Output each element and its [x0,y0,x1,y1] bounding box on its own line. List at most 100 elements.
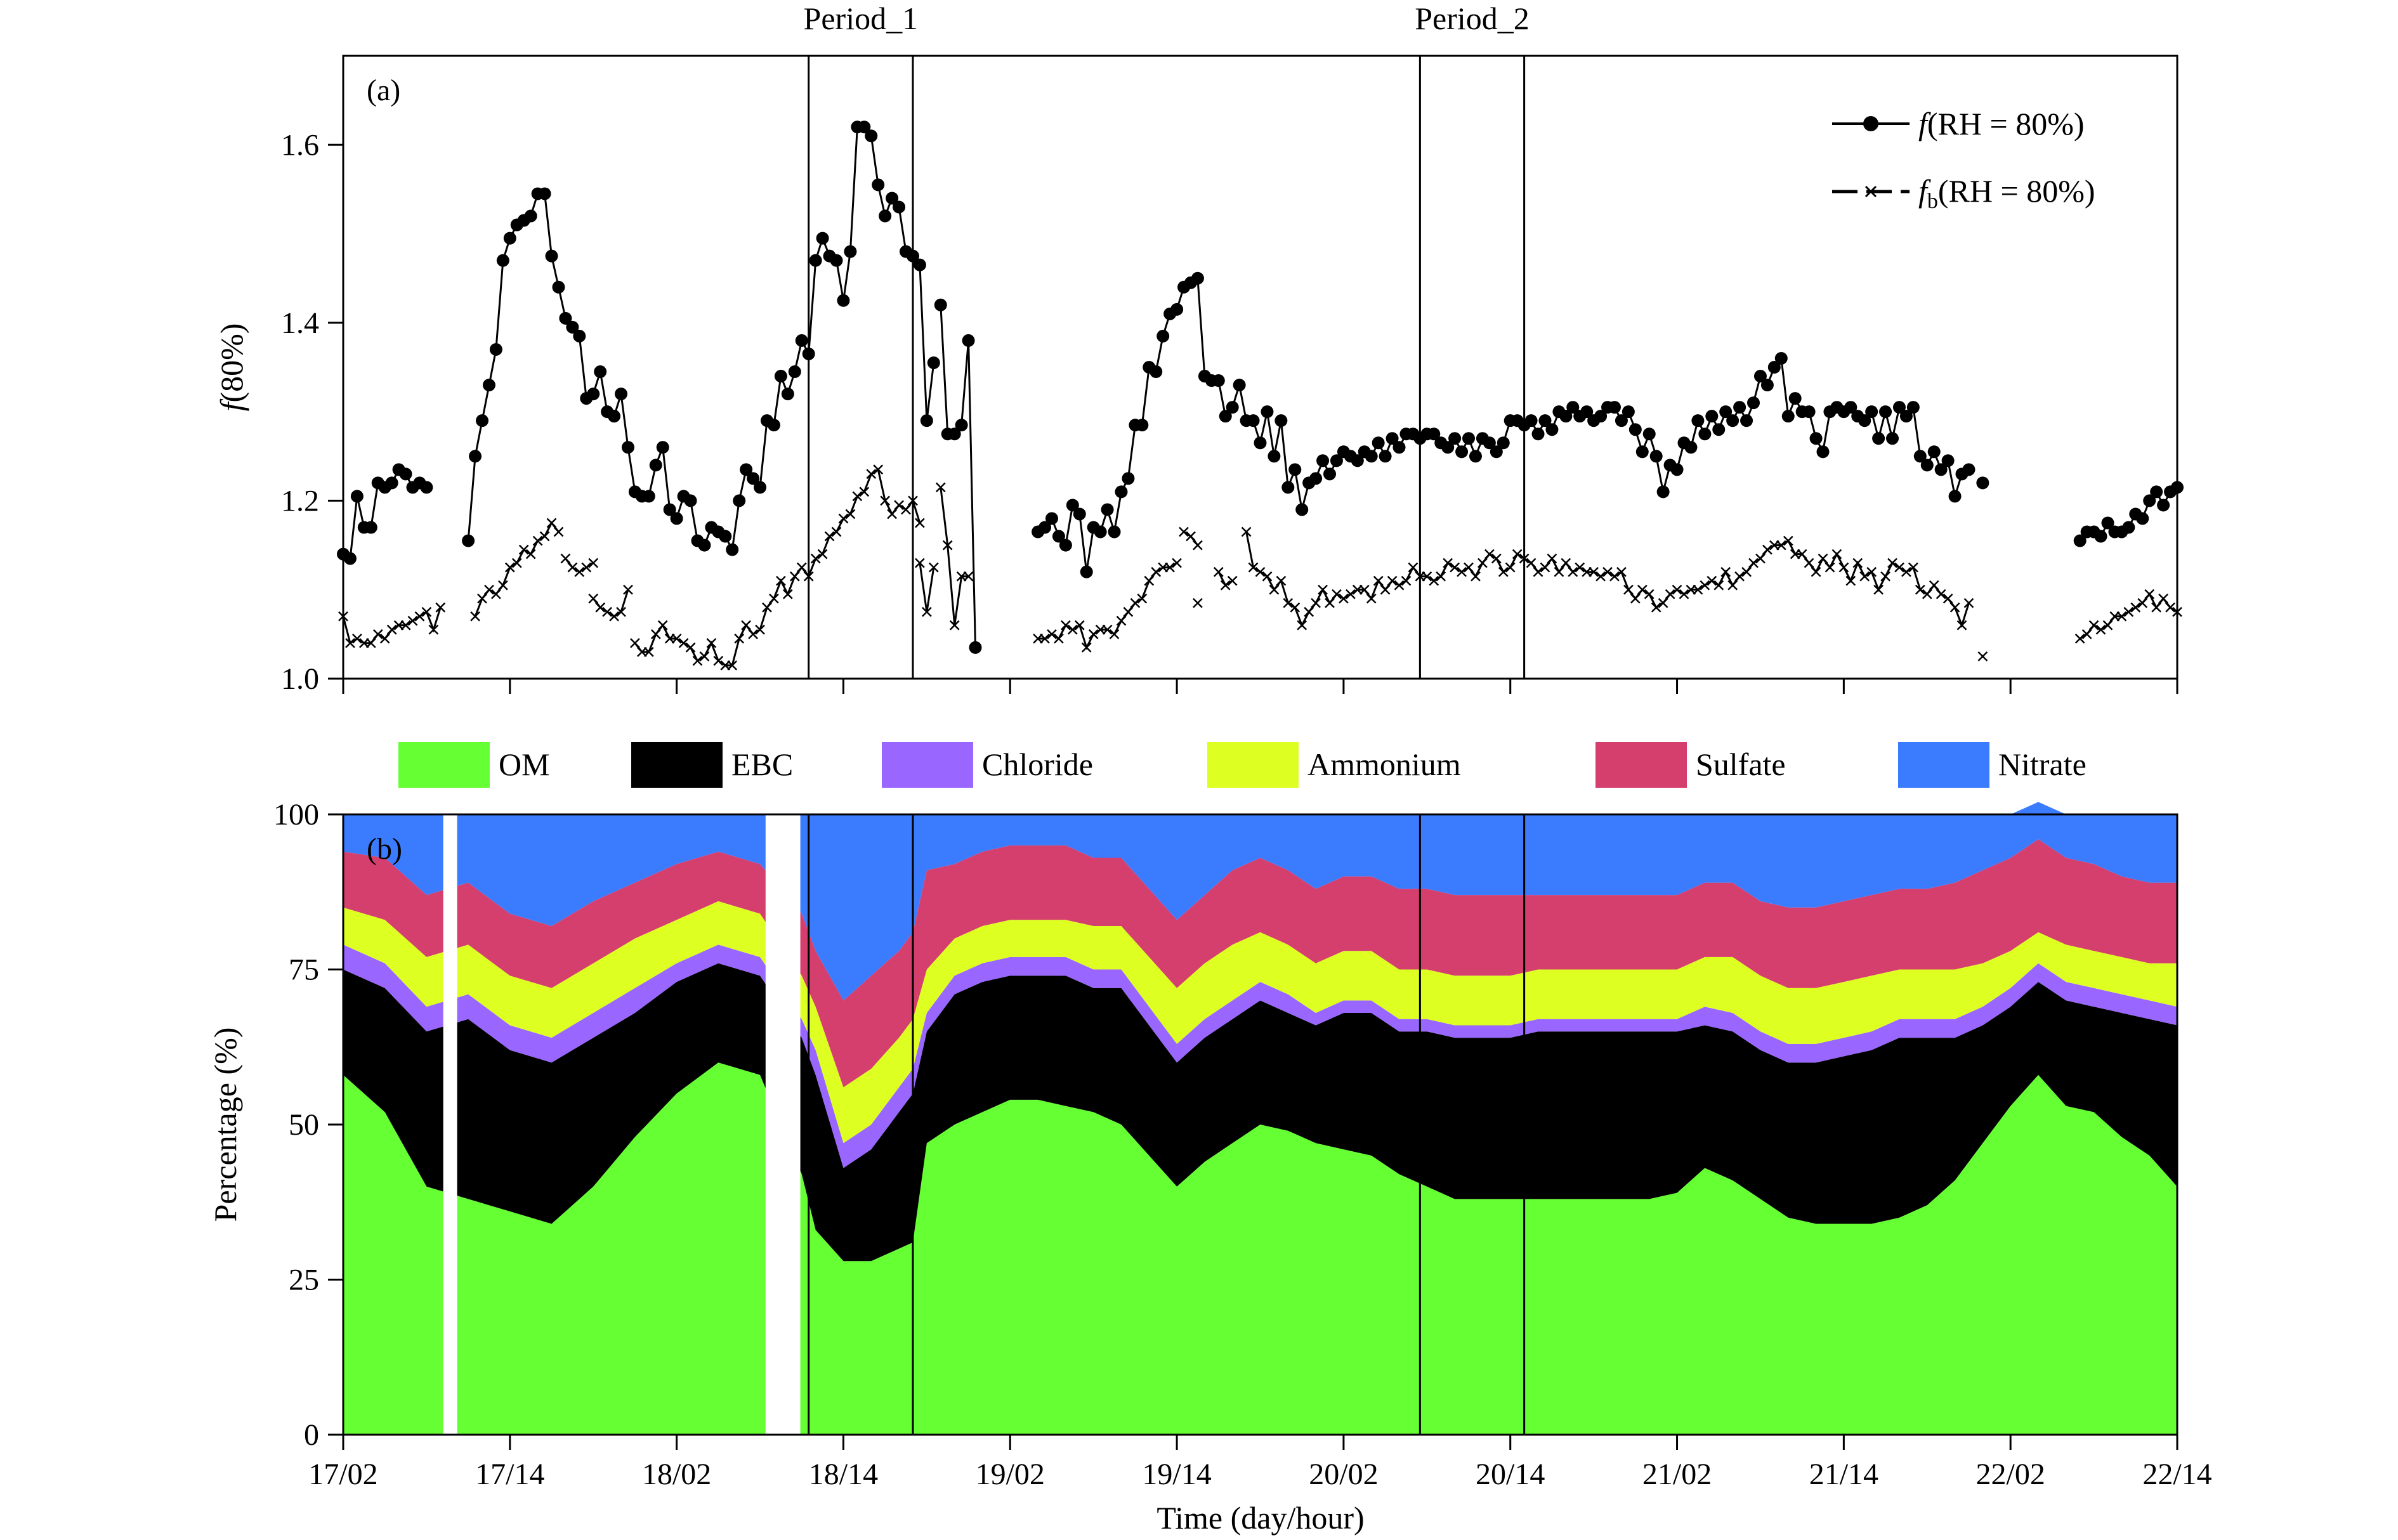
data-point [399,467,412,481]
data-point [1622,405,1635,419]
data-point [684,494,697,507]
data-point [1665,589,1675,599]
data-point [1443,558,1453,568]
data-point [1450,562,1460,573]
data-point [920,414,933,427]
data-point [1880,571,1890,582]
data-point [1332,589,1342,599]
data-point [1698,427,1712,441]
data-point [1623,584,1634,595]
data-point [1540,562,1550,573]
data-point [1512,549,1523,559]
series-line [2079,592,2178,640]
data-point [1526,558,1536,568]
data-point [1747,396,1760,410]
data-point [1213,566,1224,577]
data-point [893,200,906,214]
data-point [1067,624,1078,635]
data-point [1642,427,1656,441]
data-point [1575,562,1585,573]
data-point [1852,558,1863,568]
data-point [727,660,738,670]
data-point [372,629,383,639]
data-point [934,298,947,311]
data-point [477,593,487,604]
data-point [1720,566,1731,577]
y-tick-label: 75 [289,953,319,987]
data-point [1429,575,1439,586]
data-point [616,606,626,617]
data-point [1346,589,1356,599]
data-point [2136,512,2149,525]
data-point [420,481,433,494]
data-point [1816,445,1830,459]
data-point [906,249,919,263]
data-point [532,535,543,546]
data-point [1115,485,1128,499]
data-point [1734,571,1745,582]
data-point [1359,584,1370,595]
data-point [692,656,703,666]
data-point [1191,271,1204,285]
legend-label-nitrate: Nitrate [1998,747,2087,782]
data-point [2158,593,2168,604]
legend-label-f: f(RH = 80%) [1918,106,2085,141]
data-point [698,538,711,552]
data-point [1137,593,1148,604]
panel-b-ticks: 17/02 17/14 18/02 18/14 19/02 19/14 20/02 20/14… [273,798,2212,1491]
data-point [922,606,932,617]
data-point [774,370,787,383]
data-point [657,620,668,630]
data-point [379,634,390,644]
data-point [2094,530,2107,543]
data-point [1074,620,1085,630]
data-point [608,410,621,423]
area-chloride [343,944,2177,1168]
data-point [1658,597,1668,608]
data-point [1262,571,1273,582]
data-point [1948,490,1962,503]
data-point [1977,651,1988,662]
area-ebc [343,963,2177,1262]
data-point [1899,410,1913,423]
data-point [496,254,509,267]
x-tick-label: 22/02 [1976,1458,2045,1491]
legend-label-fb: fb(RH = 80%) [1918,173,2095,213]
data-point [1290,602,1301,613]
data-point [781,388,794,401]
data-point [1066,499,1079,512]
data-point [1241,526,1252,537]
x-tick-label: 19/14 [1142,1458,1211,1491]
data-point [915,518,925,528]
y-tick-label: 1.2 [281,484,319,518]
data-point [1073,507,1086,521]
data-point [1123,606,1134,617]
data-point [1705,410,1719,423]
data-point [350,490,364,503]
data-point [928,562,939,573]
data-point [1462,432,1476,445]
data-point [699,651,710,662]
data-point [1108,525,1121,538]
data-point [476,414,489,427]
data-point [1193,597,1203,608]
data-point [908,495,918,506]
data-point [1859,571,1870,582]
x-axis-label: Time (day/hour) [1156,1500,1364,1536]
data-point [1436,571,1446,582]
data-point [1672,584,1682,595]
data-point [1538,414,1552,427]
data-point [942,540,953,551]
data-point [1872,432,1885,445]
data-point [1943,593,1953,604]
data-point [2151,602,2161,613]
data-point [491,589,501,599]
x-tick-label: 17/14 [475,1458,544,1491]
data-point [1949,602,1960,613]
series-line [1038,562,1177,650]
data-point [755,624,765,635]
data-point [567,562,578,573]
data-point [1427,427,1441,441]
data-point [573,329,586,343]
data-point [595,602,606,613]
